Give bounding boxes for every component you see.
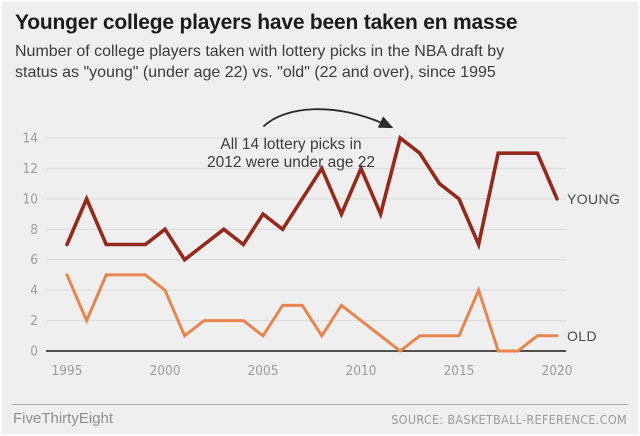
x-tick-label: 1995 — [52, 363, 83, 379]
x-tick-label: 2015 — [444, 363, 475, 379]
annotation-line-1: All 14 lottery picks in — [220, 136, 361, 153]
y-tick-label: 8 — [30, 222, 38, 238]
y-tick-label: 14 — [23, 131, 39, 147]
y-tick-label: 0 — [30, 344, 38, 360]
y-tick-label: 2 — [30, 313, 38, 329]
source-credit: SOURCE: BASKETBALL-REFERENCE.COM — [391, 412, 627, 427]
page-title: Younger college players have been taken … — [15, 11, 518, 34]
series-line-old — [65, 273, 559, 353]
annotation-group: All 14 lottery picks in 2012 were under … — [207, 108, 394, 171]
x-tick-label: 2005 — [248, 363, 279, 379]
chart-layer: 0 2 4 6 8 10 12 14 1995 2000 2005 2010 2015 2020 YOUNG… — [23, 131, 620, 379]
chart-subtitle: Number of college players taken with lot… — [15, 41, 625, 83]
y-tick-label: 6 — [30, 252, 38, 268]
x-tick-label: 2020 — [542, 363, 573, 379]
footer-divider — [12, 404, 628, 405]
series-label-young: YOUNG — [567, 191, 620, 207]
series-label-old: OLD — [567, 328, 597, 344]
annotation-line-2: 2012 were under age 22 — [207, 154, 375, 171]
y-tick-label: 10 — [23, 191, 38, 207]
y-tick-label: 4 — [30, 283, 38, 299]
x-tick-label: 2000 — [150, 363, 181, 379]
y-tick-label: 12 — [23, 161, 38, 177]
fivethirtyeight-logo: FiveThirtyEight — [13, 410, 114, 427]
annotation-arrow-icon — [263, 108, 394, 129]
x-tick-label: 2010 — [346, 363, 377, 379]
series-line-young — [65, 134, 559, 263]
subtitle-line-1: Number of college players taken with lot… — [15, 43, 505, 60]
subtitle-line-2: status as "young" (under age 22) vs. "ol… — [15, 64, 496, 81]
